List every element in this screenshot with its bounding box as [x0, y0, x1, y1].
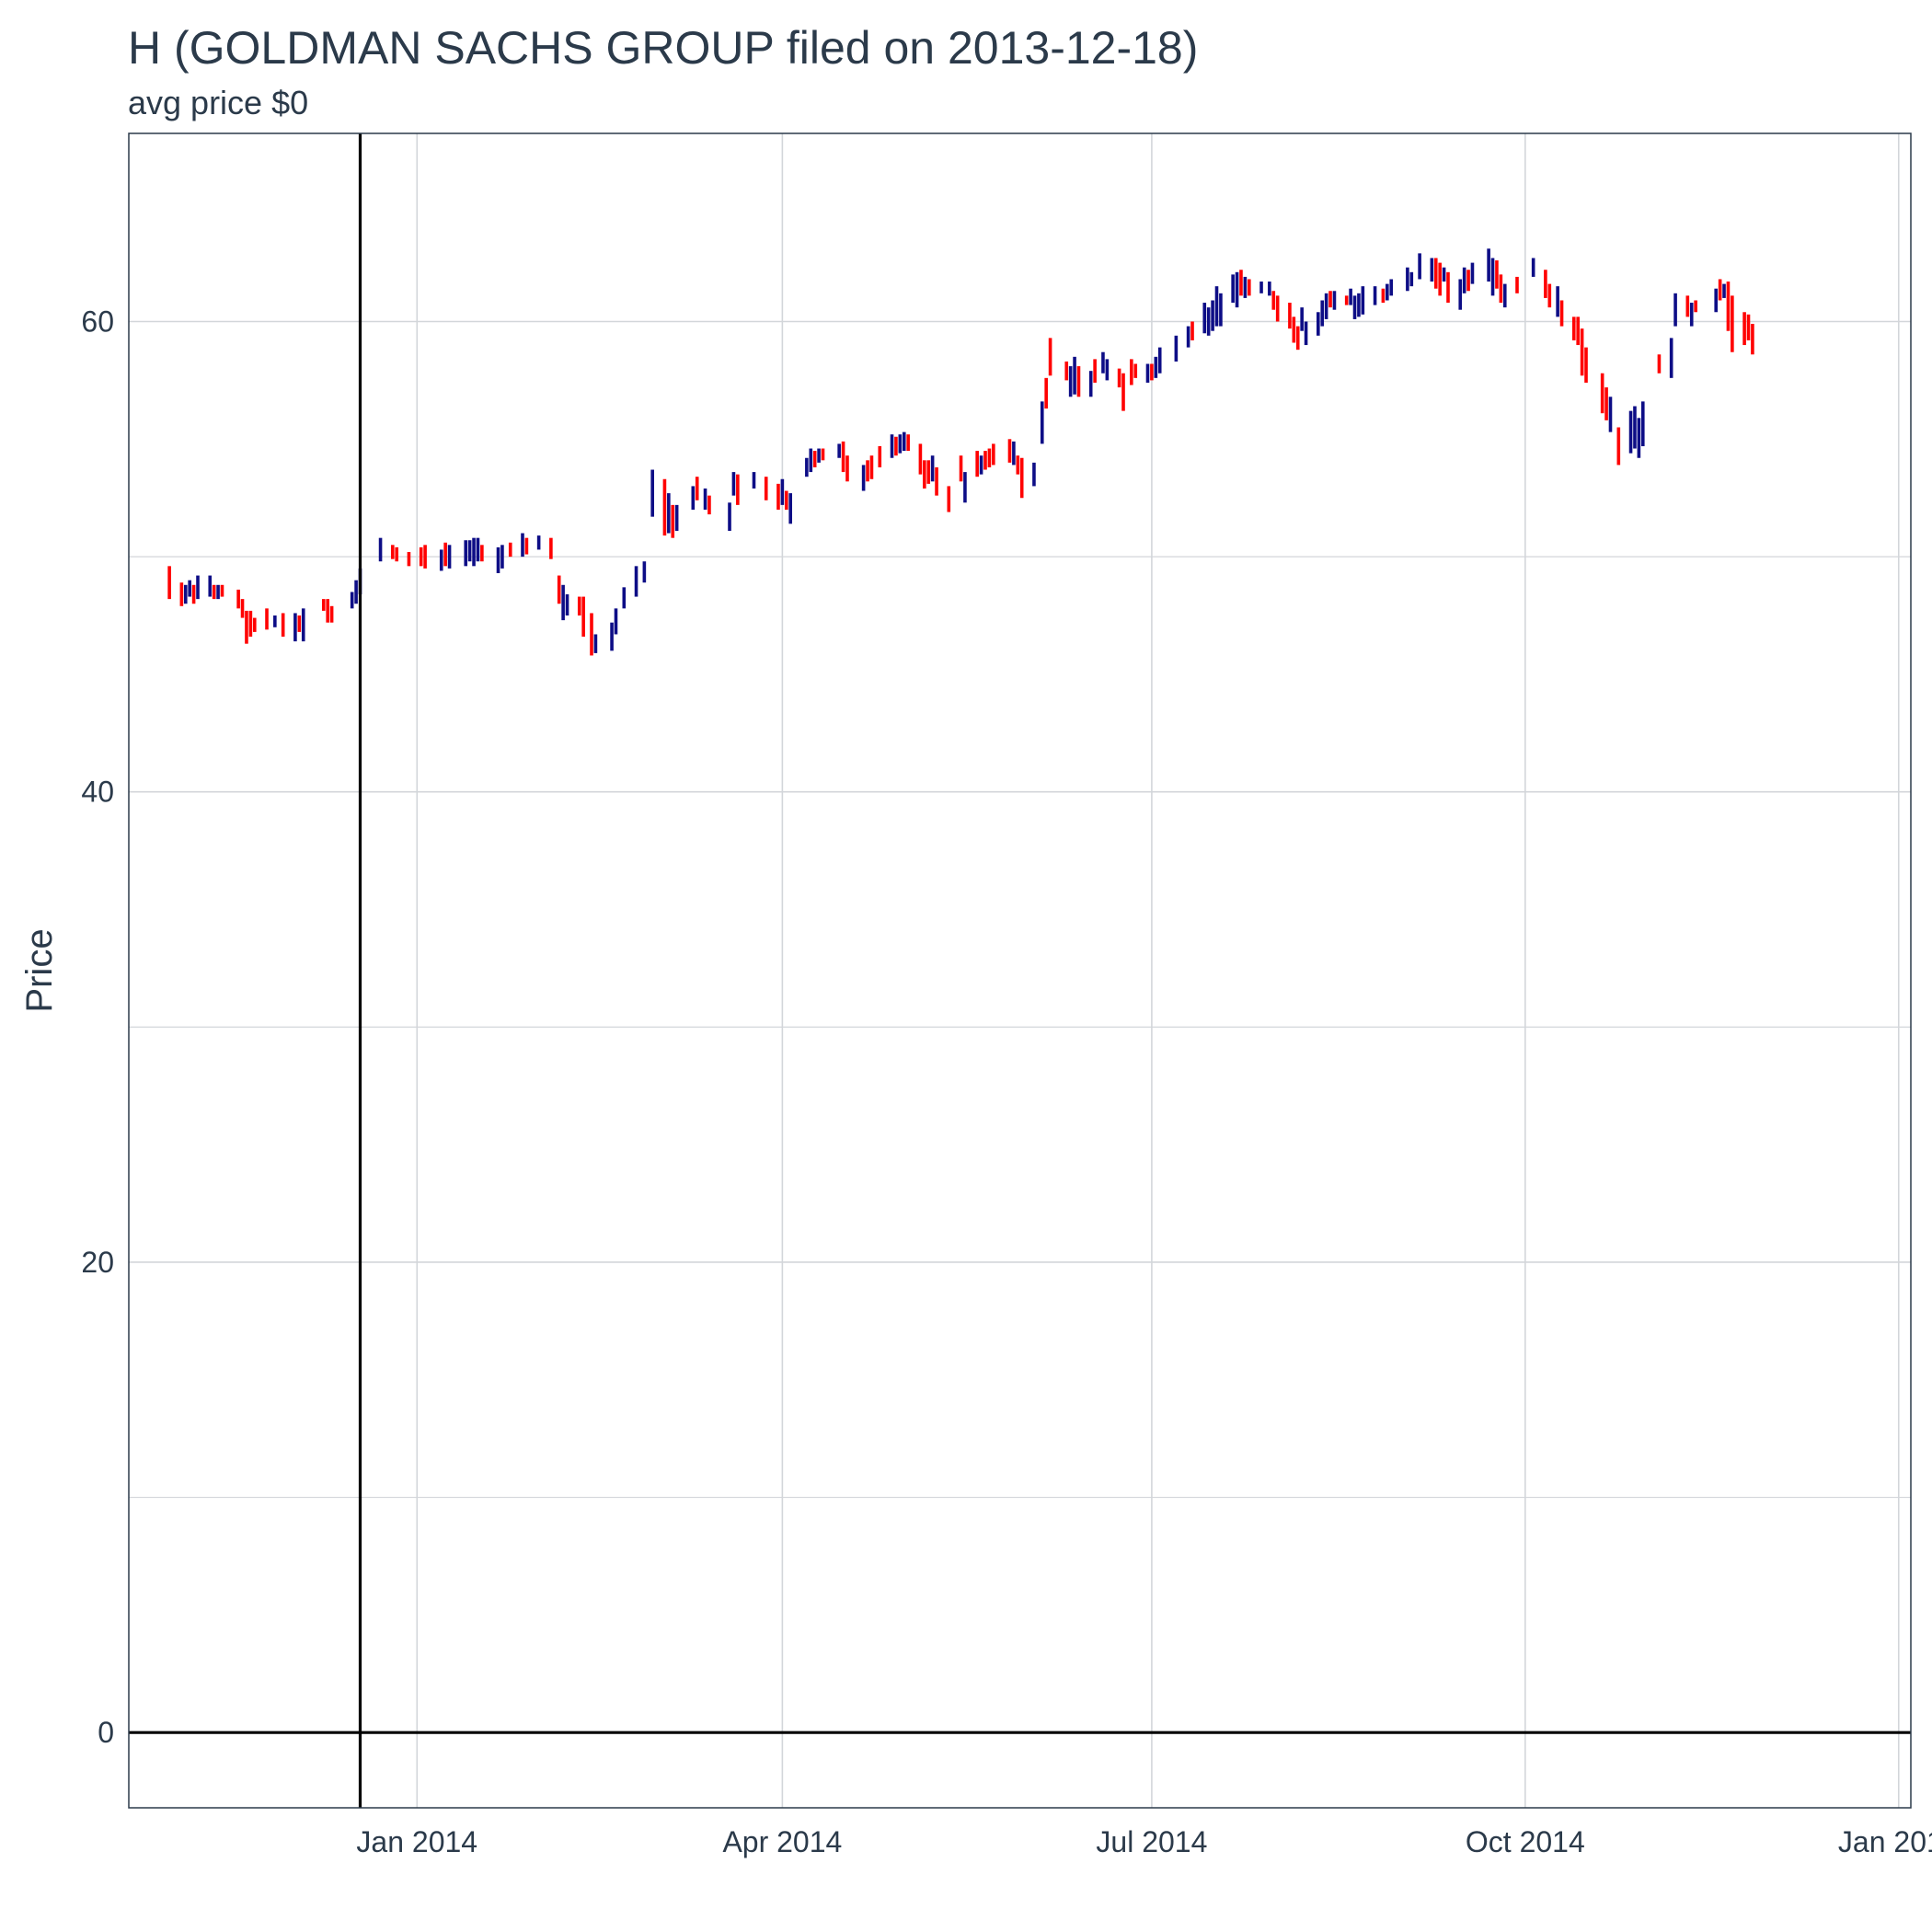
ohlc-bars — [167, 248, 1754, 656]
chart-subtitle: avg price $0 — [128, 84, 309, 121]
chart-title: H (GOLDMAN SACHS GROUP filed on 2013-12-… — [128, 22, 1199, 74]
y-tick-label: 0 — [98, 1716, 114, 1749]
axis-ticks: 0 20 40 60 Jan 2014 Apr 2014 Jul 2014 Oct 2014 J… — [81, 305, 1932, 1858]
x-tick-label: Oct 2014 — [1466, 1825, 1585, 1858]
x-tick-label: Apr 2014 — [722, 1825, 842, 1858]
x-tick-label: Jan 2015 — [1838, 1825, 1932, 1858]
plot-panel — [129, 133, 1911, 1808]
y-tick-label: 60 — [81, 305, 114, 338]
y-tick-label: 40 — [81, 776, 114, 809]
x-tick-label: Jul 2014 — [1096, 1825, 1207, 1858]
y-axis-title: Price — [19, 928, 60, 1012]
reference-lines — [129, 133, 1911, 1808]
y-tick-label: 20 — [81, 1246, 114, 1279]
x-tick-label: Jan 2014 — [356, 1825, 477, 1858]
plot-panel-border — [128, 132, 1912, 1809]
